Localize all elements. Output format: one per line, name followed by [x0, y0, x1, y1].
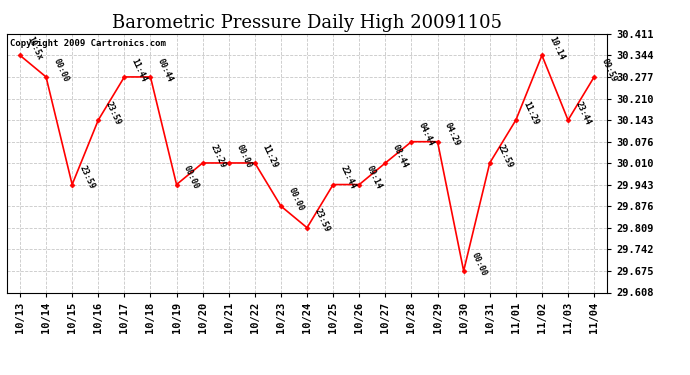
Text: 23:59: 23:59 [313, 207, 331, 234]
Text: 04:29: 04:29 [443, 122, 462, 148]
Text: 10:5x: 10:5x [26, 35, 44, 62]
Text: 00:00: 00:00 [52, 57, 70, 83]
Text: 23:59: 23:59 [78, 164, 97, 191]
Text: 09:14: 09:14 [365, 164, 384, 191]
Text: 11:29: 11:29 [260, 142, 279, 169]
Text: 23:59: 23:59 [104, 100, 123, 126]
Text: 04:44: 04:44 [417, 122, 435, 148]
Text: 00:00: 00:00 [235, 142, 253, 169]
Text: 08:44: 08:44 [391, 142, 410, 169]
Text: 09:59: 09:59 [600, 57, 618, 83]
Title: Barometric Pressure Daily High 20091105: Barometric Pressure Daily High 20091105 [112, 14, 502, 32]
Text: 00:00: 00:00 [182, 164, 201, 191]
Text: 23:44: 23:44 [573, 100, 592, 126]
Text: 00:00: 00:00 [286, 186, 305, 212]
Text: 22:59: 22:59 [495, 142, 514, 169]
Text: 23:29: 23:29 [208, 142, 227, 169]
Text: 11:29: 11:29 [522, 100, 540, 126]
Text: 22:44: 22:44 [339, 164, 357, 191]
Text: 00:00: 00:00 [469, 251, 488, 277]
Text: 00:44: 00:44 [156, 57, 175, 83]
Text: 11:44: 11:44 [130, 57, 148, 83]
Text: Copyright 2009 Cartronics.com: Copyright 2009 Cartronics.com [10, 39, 166, 48]
Text: 10:14: 10:14 [547, 35, 566, 62]
